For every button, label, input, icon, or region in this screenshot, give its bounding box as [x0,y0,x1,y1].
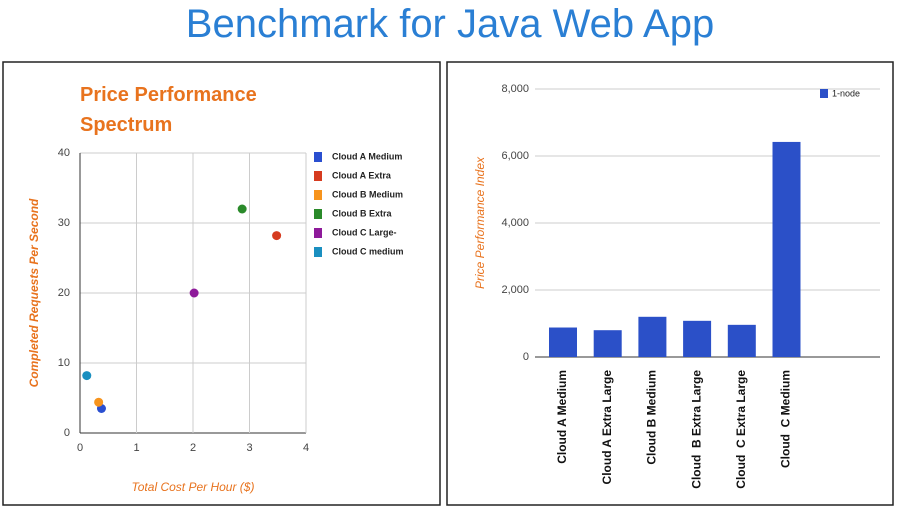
y-tick-label: 0 [523,351,529,363]
x-tick-label: Cloud A Medium [555,370,569,464]
x-axis-label: Total Cost Per Hour ($) [132,480,255,494]
y-axis-label: Price Performance Index [473,156,487,289]
y-tick-label: 4,000 [501,217,529,229]
x-tick-label: 4 [303,442,309,454]
legend-label: Cloud B Medium [332,189,403,199]
legend-label: Cloud A Extra [332,170,392,180]
bar [683,320,712,357]
legend-swatch [314,209,322,219]
point [94,397,104,407]
x-tick-label: 1 [133,442,139,454]
legend-swatch [820,89,828,98]
point [237,204,247,214]
y-tick-label: 40 [58,147,70,159]
legend-label: Cloud B Extra [332,208,393,218]
y-tick-label: 20 [58,287,70,299]
x-tick-label: 3 [246,442,252,454]
right-panel [446,61,894,506]
legend-swatch [314,171,322,181]
y-tick-label: 6,000 [501,150,529,162]
chart-title: Price Performance Spectrum [80,84,257,136]
x-tick-label: Cloud B Extra Large [689,370,703,489]
bar [593,330,622,357]
point [189,288,199,298]
x-tick-label: Cloud A Extra Large [600,370,614,485]
legend-swatch [314,152,322,162]
bar [772,141,801,357]
bar [727,324,756,357]
point [82,371,92,381]
legend-label: 1-node [832,88,860,98]
x-tick-label: 2 [190,442,196,454]
left-panel [2,61,441,506]
legend-swatch [314,190,322,200]
bar [638,316,667,357]
legend-swatch [314,247,322,257]
bar [549,327,577,357]
legend-label: Cloud A Medium [332,151,402,161]
y-tick-label: 10 [58,357,70,369]
x-tick-label: 0 [77,442,83,454]
point [272,231,282,241]
x-tick-label: Cloud C Extra Large [734,370,748,489]
y-tick-label: 0 [64,427,70,439]
slide-title: Benchmark for Java Web App [185,2,715,46]
y-axis-label: Completed Requests Per Second [27,198,41,387]
legend-swatch [314,228,322,238]
x-tick-label: Cloud B Medium [645,370,659,465]
legend-label: Cloud C Large- [332,227,397,237]
x-tick-label: Cloud C Medium [779,370,793,468]
legend-label: Cloud C medium [332,246,404,256]
y-tick-label: 2,000 [501,284,529,296]
y-tick-label: 8,000 [501,83,529,95]
y-tick-label: 30 [58,217,70,229]
